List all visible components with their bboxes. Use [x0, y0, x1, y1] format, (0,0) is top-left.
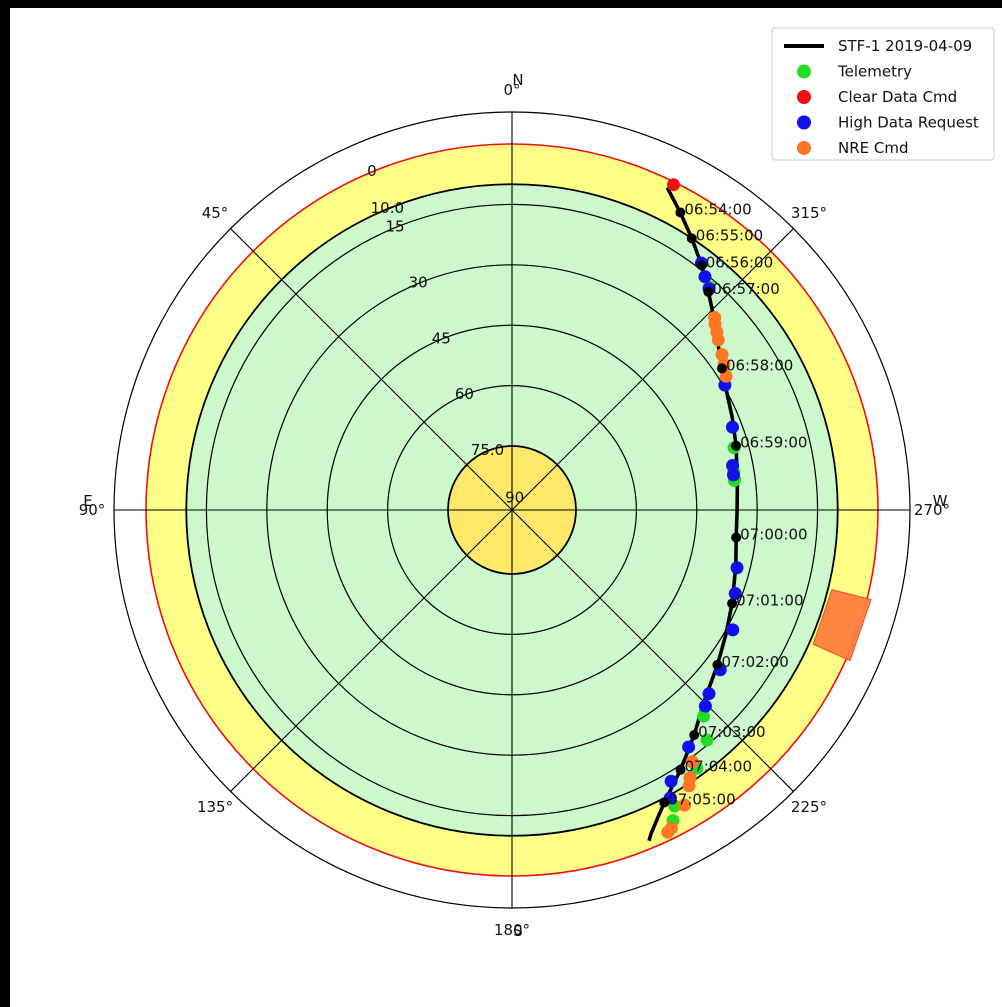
point-telemetry [700, 733, 714, 747]
point-high-data-request [664, 774, 678, 788]
time-label: 06:54:00 [684, 200, 751, 218]
legend-swatch-dot [797, 141, 811, 155]
plot-frame: 0° 45° 90° 135° 180° 225° 270° 315° N E S W 0 10.0 15 3… [10, 8, 1002, 1007]
minute-marker [712, 659, 723, 670]
azimuth-tick-label: 45° [202, 204, 229, 222]
point-high-data-request [702, 687, 716, 701]
time-label: 06:56:00 [706, 253, 773, 271]
time-label: 06:58:00 [726, 356, 793, 374]
polar-sky-chart: 0° 45° 90° 135° 180° 225° 270° 315° N E S W 0 10.015 3… [79, 27, 995, 940]
elevation-ring-label: 45 [432, 329, 451, 347]
minute-marker [675, 207, 686, 218]
point-high-data-request [682, 740, 696, 754]
azimuth-tick-label: 90° [79, 501, 106, 519]
azimuth-spoke-315 [511, 228, 794, 511]
legend-label: Clear Data Cmd [838, 88, 957, 106]
point-nre-cmd [685, 755, 699, 769]
elevation-ring-label: 15 [386, 218, 405, 236]
compass-label: S [513, 922, 523, 940]
minute-marker [731, 440, 742, 451]
azimuth-tick-label: 0° [503, 81, 520, 99]
point-clear-data-cmd [666, 178, 680, 192]
azimuth-tick-label: 315° [791, 204, 827, 222]
minute-marker [731, 532, 742, 543]
legend-swatch-dot [797, 64, 811, 79]
point-high-data-request [728, 586, 742, 600]
elevation-ring-label: 0 [367, 162, 377, 180]
time-label: 07:01:00 [736, 591, 803, 609]
azimuth-spoke-45 [230, 228, 513, 511]
legend-label: Telemetry [837, 63, 912, 81]
point-high-data-request [730, 561, 744, 575]
point-nre-cmd [711, 333, 725, 347]
obstruction-area [812, 589, 872, 662]
point-nre-cmd [715, 348, 729, 362]
point-high-data-request [726, 623, 740, 637]
azimuth-tick-label: 180° [494, 921, 530, 939]
time-label: 07:03:00 [698, 723, 765, 741]
elevation-ring-label: 10.0 [371, 199, 404, 217]
elevation-ring-label: 30 [409, 273, 428, 291]
elevation-ring-label: 90 [505, 489, 524, 507]
azimuth-tick-label: 225° [791, 798, 827, 816]
minute-marker [696, 260, 707, 271]
time-label: 07:02:00 [721, 653, 788, 671]
azimuth-tick-label: 135° [197, 798, 233, 816]
minute-marker [703, 286, 714, 297]
time-label: 07:05:00 [668, 790, 735, 808]
point-telemetry [697, 709, 711, 723]
point-high-data-request [725, 420, 739, 434]
point-high-data-request [726, 459, 740, 473]
obstruction-wedge [812, 589, 872, 662]
compass-label: W [933, 492, 948, 510]
minute-marker [686, 233, 697, 244]
time-label: 07:04:00 [685, 758, 752, 776]
compass-label: E [83, 492, 92, 510]
minute-marker [727, 598, 738, 609]
polar-grid [113, 111, 911, 909]
point-high-data-request [698, 699, 712, 713]
azimuth-spoke-225 [511, 509, 794, 792]
time-label: 07:00:00 [740, 526, 807, 544]
compass-label: N [512, 71, 523, 89]
legend-label: NRE Cmd [838, 139, 909, 157]
point-nre-cmd [682, 779, 696, 793]
legend-box [771, 27, 995, 161]
time-labels: 06:54:00 06:55:00 06:56:00 06:57:00 06:58:00… [668, 200, 807, 808]
time-label: 06:55:00 [696, 226, 763, 244]
event-points [659, 178, 744, 839]
time-label: 06:57:00 [712, 280, 779, 298]
point-high-data-request [698, 270, 712, 284]
time-label: 06:59:00 [740, 434, 807, 452]
point-nre-cmd [661, 825, 675, 839]
legend-label: High Data Request [838, 114, 979, 132]
legend-label: STF-1 2019-04-09 [838, 37, 972, 55]
azimuth-spoke-135 [230, 509, 513, 792]
minute-marker [716, 363, 727, 374]
legend: STF-1 2019-04-09 Telemetry Clear Data Cmd H… [771, 27, 995, 161]
legend-swatch-dot [797, 90, 811, 104]
axis-labels: 0° 45° 90° 135° 180° 225° 270° 315° N E S W 0 10.015 3… [79, 71, 950, 940]
azimuth-tick-label: 270° [914, 501, 950, 519]
point-nre-cmd [677, 798, 691, 812]
point-high-data-request [726, 468, 740, 482]
minute-marker [659, 797, 670, 808]
minute-marker [675, 764, 686, 775]
legend-swatch-dot [797, 115, 811, 130]
elevation-ring-label: 75.0 [471, 441, 504, 459]
elevation-ring-label: 60 [455, 385, 474, 403]
minute-marker [689, 729, 700, 740]
